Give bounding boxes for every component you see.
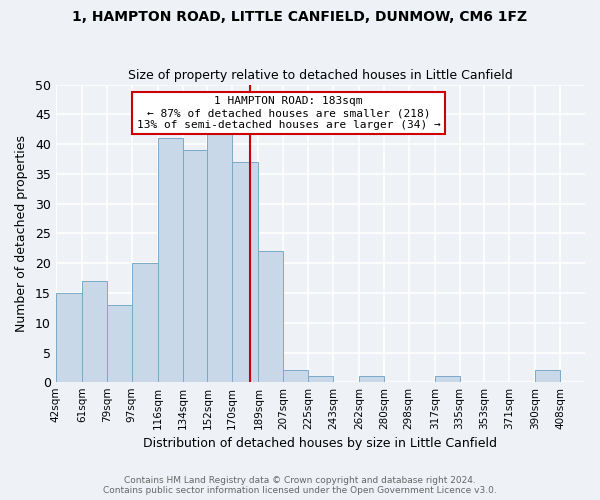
Bar: [82, 281, 107, 382]
Bar: [435, 376, 460, 382]
X-axis label: Distribution of detached houses by size in Little Canfield: Distribution of detached houses by size …: [143, 437, 497, 450]
Bar: [359, 376, 384, 382]
Title: Size of property relative to detached houses in Little Canfield: Size of property relative to detached ho…: [128, 69, 513, 82]
Text: 1 HAMPTON ROAD: 183sqm
← 87% of detached houses are smaller (218)
13% of semi-de: 1 HAMPTON ROAD: 183sqm ← 87% of detached…: [137, 96, 440, 130]
Bar: [56, 293, 82, 382]
Bar: [107, 305, 131, 382]
Bar: [308, 376, 333, 382]
Text: 1, HAMPTON ROAD, LITTLE CANFIELD, DUNMOW, CM6 1FZ: 1, HAMPTON ROAD, LITTLE CANFIELD, DUNMOW…: [73, 10, 527, 24]
Bar: [259, 252, 283, 382]
Bar: [232, 162, 259, 382]
Bar: [182, 150, 208, 382]
Bar: [535, 370, 560, 382]
Bar: [283, 370, 308, 382]
Bar: [208, 132, 232, 382]
Y-axis label: Number of detached properties: Number of detached properties: [15, 135, 28, 332]
Bar: [131, 263, 158, 382]
Text: Contains HM Land Registry data © Crown copyright and database right 2024.
Contai: Contains HM Land Registry data © Crown c…: [103, 476, 497, 495]
Bar: [158, 138, 182, 382]
